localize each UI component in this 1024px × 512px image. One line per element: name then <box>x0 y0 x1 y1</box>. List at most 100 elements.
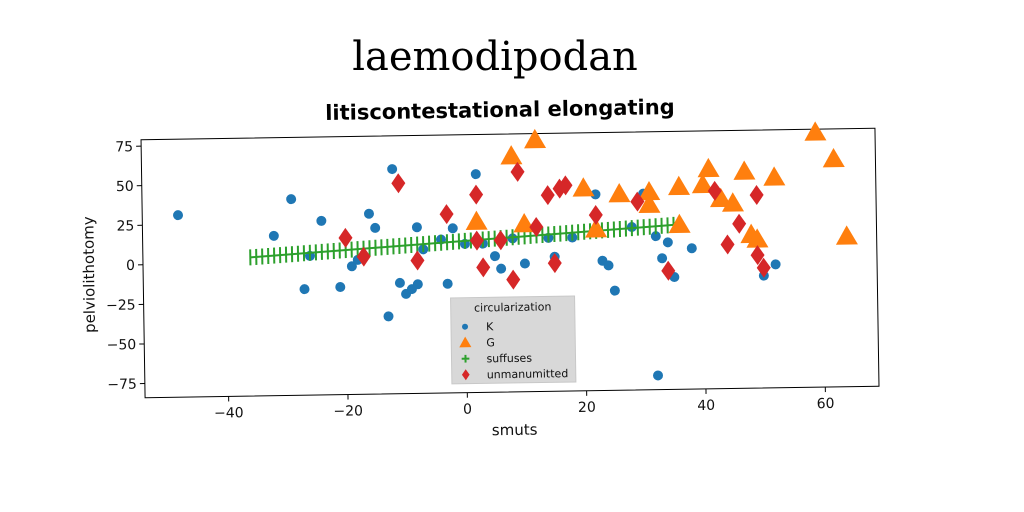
x-tick-label: 20 <box>578 400 596 416</box>
unmanumitted-point <box>506 269 521 290</box>
G-point <box>691 173 714 194</box>
G-point <box>722 192 745 212</box>
chart-marks <box>173 121 858 381</box>
y-axis-label: pelviolithotomy <box>79 216 99 333</box>
K-point <box>447 223 458 234</box>
G-point <box>465 210 488 230</box>
K-point <box>411 222 422 233</box>
G-point <box>608 183 631 203</box>
plot-area: −40 −20 0 20 40 60 −75 −50 −25 0 25 50 75 smuts pelv… <box>79 121 880 440</box>
K-point <box>653 370 664 381</box>
x-tick-label: −40 <box>214 405 244 421</box>
unmanumitted-point <box>540 185 555 206</box>
K-point <box>686 243 697 254</box>
K-point <box>412 279 423 290</box>
y-tick-label: 50 <box>116 179 134 195</box>
G-point <box>668 213 691 234</box>
legend-box <box>450 295 577 385</box>
plot-frame <box>140 127 880 399</box>
K-point <box>770 259 781 270</box>
K-point <box>657 253 668 264</box>
G-point <box>733 160 756 180</box>
unmanumitted-point <box>552 178 567 199</box>
G-point <box>746 228 769 248</box>
x-axis-label: smuts <box>492 421 538 440</box>
G-point <box>835 225 858 245</box>
unmanumitted-point <box>630 191 645 212</box>
K-point <box>489 251 500 262</box>
legend-marker-suffuses <box>461 354 470 363</box>
K-point <box>650 231 661 242</box>
G-point <box>585 218 608 238</box>
unmanumitted-point <box>529 216 544 237</box>
G-point <box>763 166 786 186</box>
K-point <box>383 311 394 322</box>
unmanumitted-point <box>756 257 771 278</box>
chart-title: litiscontestational elongating <box>325 95 675 125</box>
legend-label-K: K <box>486 320 494 333</box>
unmanumitted-point <box>720 234 735 255</box>
G-point <box>804 121 827 141</box>
legend-label-suffuses: suffuses <box>486 352 532 366</box>
y-tick-label: 25 <box>116 218 134 234</box>
y-tick-label: −25 <box>106 298 136 314</box>
series-G <box>465 121 858 248</box>
unmanumitted-point <box>410 250 425 271</box>
G-point <box>638 193 661 214</box>
K-point <box>299 284 310 295</box>
unmanumitted-point <box>510 161 525 182</box>
axis-ticks: −40 −20 0 20 40 60 −75 −50 −25 0 25 50 75 <box>106 139 835 421</box>
G-point <box>697 157 720 178</box>
unmanumitted-point <box>558 175 573 196</box>
unmanumitted-point <box>476 257 491 278</box>
unmanumitted-point <box>469 230 484 251</box>
K-point <box>590 189 601 200</box>
y-tick-label: 0 <box>126 258 135 274</box>
G-point <box>710 187 733 208</box>
G-point <box>668 175 691 196</box>
y-tick-label: 75 <box>115 139 133 155</box>
K-point <box>335 282 346 293</box>
unmanumitted-point <box>338 227 353 248</box>
G-point <box>822 147 845 168</box>
K-point <box>363 208 374 219</box>
K-point <box>370 222 381 233</box>
K-point <box>662 237 673 248</box>
G-point <box>638 180 661 201</box>
legend-title: circularization <box>474 300 552 314</box>
K-point <box>603 260 614 271</box>
unmanumitted-point <box>391 173 406 194</box>
legend-label-G: G <box>486 336 495 349</box>
x-tick-label: −20 <box>333 403 363 419</box>
K-point <box>387 164 398 175</box>
x-tick-label: 60 <box>817 396 835 412</box>
unmanumitted-point <box>749 185 764 206</box>
G-point <box>572 177 595 197</box>
G-point <box>500 145 523 165</box>
K-point <box>346 261 357 272</box>
x-tick-label: 0 <box>463 402 472 418</box>
unmanumitted-point <box>493 230 508 251</box>
x-tick-label: 40 <box>697 398 715 414</box>
legend-label-unmanumitted: unmanumitted <box>487 367 569 381</box>
unmanumitted-point <box>707 180 722 201</box>
unmanumitted-point <box>547 253 562 274</box>
y-tick-label: −50 <box>107 337 137 353</box>
figure-suptitle: laemodipodan <box>352 34 638 80</box>
G-point <box>524 128 547 149</box>
unmanumitted-point <box>732 213 747 234</box>
unmanumitted-point <box>469 184 484 205</box>
legend-marker-unmanumitted <box>461 369 470 381</box>
y-tick-label: −75 <box>107 377 137 393</box>
unmanumitted-point <box>661 260 676 281</box>
unmanumitted-point <box>750 245 765 266</box>
K-point <box>268 230 279 241</box>
K-point <box>316 215 327 226</box>
legend-marker-K <box>462 323 469 330</box>
K-point <box>496 263 507 274</box>
unmanumitted-point <box>356 246 371 267</box>
legend-marker-G <box>459 336 472 348</box>
